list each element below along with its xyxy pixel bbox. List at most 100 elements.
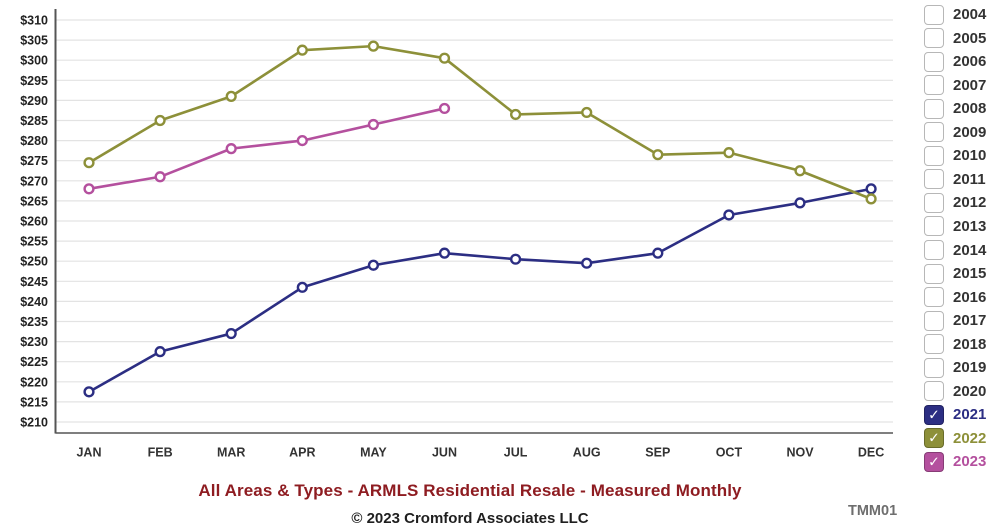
legend-year-2004[interactable]: 2004 [924, 3, 986, 26]
x-axis-month-label: FEB [148, 446, 173, 460]
data-point-2021 [865, 183, 877, 195]
y-axis-tick-label: $220 [20, 375, 48, 389]
checked-checkbox-icon[interactable]: ✓ [924, 451, 944, 472]
x-axis-month-label: MAR [217, 446, 245, 460]
data-point-2022 [865, 193, 877, 205]
y-axis-tick-label: $235 [20, 315, 48, 329]
y-axis-tick-label: $225 [20, 355, 48, 369]
legend-year-label: 2011 [953, 170, 986, 188]
checkmark-icon: ✓ [928, 406, 940, 423]
x-axis-month-label: JUL [504, 446, 528, 460]
legend-year-2005[interactable]: 2005 [924, 27, 986, 50]
checked-checkbox-icon[interactable]: ✓ [924, 428, 944, 449]
unchecked-checkbox-icon[interactable] [924, 145, 944, 166]
y-axis-tick-label: $280 [20, 134, 48, 148]
unchecked-checkbox-icon[interactable] [924, 28, 944, 49]
chart-title: All Areas & Types - ARMLS Residential Re… [198, 481, 742, 500]
legend-year-2015[interactable]: 2015 [924, 262, 986, 285]
data-point-2022 [83, 157, 95, 169]
legend-year-2016[interactable]: 2016 [924, 286, 986, 309]
x-axis-month-label: APR [289, 446, 315, 460]
legend-year-2011[interactable]: 2011 [924, 168, 986, 191]
price-line-chart: $210 $215 $220 $225 $230 $235 $240 $245 $250 $255… [20, 9, 893, 460]
legend-year-label: 2015 [953, 265, 987, 283]
y-axis-tick-label: $295 [20, 74, 48, 88]
unchecked-checkbox-icon[interactable] [924, 216, 944, 237]
data-point-2021 [83, 386, 95, 398]
legend-year-label: 2019 [953, 359, 987, 377]
unchecked-checkbox-icon[interactable] [924, 357, 944, 378]
series-line-2021 [88, 187, 872, 393]
y-axis-tick-label: $270 [20, 174, 48, 188]
data-point-2021 [509, 253, 522, 265]
data-point-2021 [794, 197, 806, 209]
legend-year-2022[interactable]: ✓ 2022 [924, 427, 986, 450]
unchecked-checkbox-icon[interactable] [924, 381, 944, 402]
legend-year-2012[interactable]: 2012 [924, 191, 986, 214]
unchecked-checkbox-icon[interactable] [924, 263, 944, 284]
legend-year-label: 2020 [953, 382, 987, 400]
x-axis-month-label: NOV [786, 446, 814, 460]
y-axis-tick-label: $285 [20, 114, 48, 128]
data-point-2022 [794, 165, 806, 177]
y-axis-tick-label: $265 [20, 194, 48, 208]
data-point-2022 [652, 149, 664, 161]
unchecked-checkbox-icon[interactable] [924, 334, 944, 355]
unchecked-checkbox-icon[interactable] [924, 98, 944, 119]
y-axis-tick-label: $240 [20, 295, 48, 309]
y-axis-tick-label: $230 [20, 335, 48, 349]
year-legend: 2004 2005 2006 2007 2008 2009 2010 2011 2012 2013… [924, 0, 996, 528]
legend-year-2020[interactable]: 2020 [924, 380, 986, 403]
data-point-2022 [509, 108, 522, 121]
legend-year-label: 2010 [953, 147, 987, 165]
y-axis-tick-label: $275 [20, 154, 48, 168]
data-point-2022 [581, 106, 593, 119]
data-point-2022 [296, 44, 308, 56]
unchecked-checkbox-icon[interactable] [924, 51, 944, 72]
legend-year-2019[interactable]: 2019 [924, 356, 986, 379]
y-axis-tick-label: $305 [20, 34, 48, 48]
checked-checkbox-icon[interactable]: ✓ [924, 404, 944, 425]
legend-year-2009[interactable]: 2009 [924, 121, 986, 144]
data-point-2023 [438, 102, 451, 115]
data-point-2023 [225, 143, 237, 155]
series-line-2023 [88, 107, 445, 191]
data-point-2023 [367, 118, 380, 131]
unchecked-checkbox-icon[interactable] [924, 310, 944, 331]
legend-year-2013[interactable]: 2013 [924, 215, 986, 238]
data-point-2021 [652, 247, 664, 259]
unchecked-checkbox-icon[interactable] [924, 122, 944, 143]
data-point-2022 [723, 147, 735, 159]
data-point-2023 [296, 135, 308, 147]
unchecked-checkbox-icon[interactable] [924, 169, 944, 190]
legend-year-label: 2012 [953, 194, 987, 212]
legend-year-label: 2013 [953, 217, 987, 235]
legend-year-2014[interactable]: 2014 [924, 239, 986, 262]
unchecked-checkbox-icon[interactable] [924, 287, 944, 308]
x-axis-month-label: OCT [716, 446, 743, 460]
unchecked-checkbox-icon[interactable] [924, 192, 944, 213]
x-axis-month-label: JUN [432, 446, 457, 460]
y-axis-tick-label: $300 [20, 54, 48, 68]
legend-year-2018[interactable]: 2018 [924, 333, 986, 356]
legend-year-2021[interactable]: ✓ 2021 [924, 403, 986, 426]
x-axis-month-label: SEP [645, 446, 670, 460]
legend-year-2010[interactable]: 2010 [924, 144, 986, 167]
unchecked-checkbox-icon[interactable] [924, 75, 944, 96]
unchecked-checkbox-icon[interactable] [924, 4, 944, 25]
legend-year-2023[interactable]: ✓ 2023 [924, 450, 986, 473]
legend-year-2007[interactable]: 2007 [924, 74, 986, 97]
report-code: TMM01 [848, 503, 898, 519]
unchecked-checkbox-icon[interactable] [924, 240, 944, 260]
legend-year-label: 2008 [953, 100, 987, 118]
copyright-text: © 2023 Cromford Associates LLC [351, 510, 589, 527]
legend-year-label: 2018 [953, 335, 987, 353]
legend-year-2017[interactable]: 2017 [924, 309, 986, 332]
data-point-2021 [438, 247, 451, 259]
data-point-2021 [723, 209, 735, 221]
legend-year-label: 2006 [953, 53, 987, 71]
legend-year-2008[interactable]: 2008 [924, 97, 986, 120]
data-point-2021 [367, 259, 380, 271]
y-axis-tick-label: $310 [20, 14, 48, 28]
legend-year-2006[interactable]: 2006 [924, 50, 986, 73]
